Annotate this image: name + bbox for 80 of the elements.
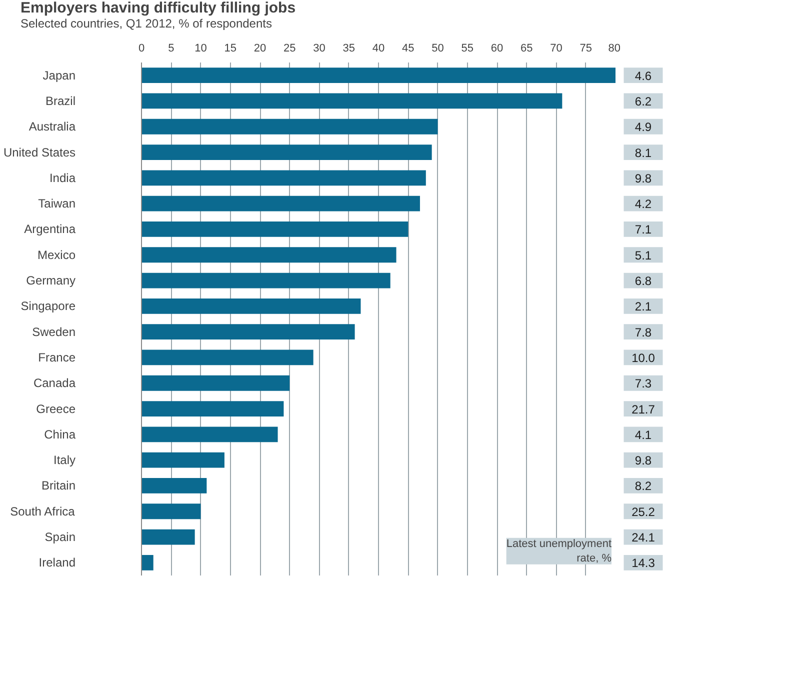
text: 2.1	[634, 300, 652, 314]
text: 9.8	[634, 454, 652, 468]
x-tick-label: 80	[608, 42, 621, 54]
bar	[142, 298, 361, 314]
y-tick-label: South Africa	[10, 504, 76, 518]
x-tick-label: 65	[520, 42, 533, 54]
y-tick-label: Ireland	[38, 556, 76, 570]
text: 5.1	[634, 248, 652, 262]
bar	[142, 222, 408, 237]
y-tick-label: Argentina	[24, 222, 76, 236]
y-tick-label: China	[44, 427, 76, 442]
x-tick-label: 35	[342, 42, 356, 54]
y-tick-label: Spain	[44, 530, 76, 544]
bar	[142, 401, 284, 416]
bar	[142, 93, 562, 109]
bar	[142, 504, 201, 520]
bar	[142, 118, 438, 134]
text: 25.2	[632, 504, 656, 519]
text: 7.1	[634, 222, 652, 237]
bar	[142, 426, 278, 442]
y-tick-label: Canada	[33, 376, 76, 390]
x-tick-label: 25	[284, 42, 296, 54]
x-tick-label: 0	[138, 42, 145, 54]
chart-subtitle: Selected countries, Q1 2012, % of respondents	[20, 16, 272, 30]
x-tick-label: 30	[313, 42, 326, 54]
bar	[142, 375, 290, 391]
annotation: Latest unemployment rate, %	[506, 538, 612, 564]
text: 4.2	[634, 197, 652, 212]
text: 7.3	[634, 376, 652, 391]
bar	[142, 272, 390, 288]
y-tick-label: Mexico	[37, 248, 76, 262]
bar	[142, 144, 432, 160]
y-tick-label: India	[49, 170, 76, 185]
bar	[142, 68, 616, 84]
text: 4.6	[634, 68, 652, 83]
y-tick-label: Brazil	[45, 94, 76, 108]
x-tick-label: 5	[168, 42, 174, 54]
bar	[142, 196, 420, 212]
x-tick-label: 50	[432, 42, 444, 54]
text: 9.8	[634, 171, 652, 186]
bar	[142, 324, 355, 340]
x-tick-label: 60	[490, 42, 504, 54]
text: 10.0	[632, 350, 656, 365]
text: 6.8	[634, 274, 652, 288]
x-tick-label: 55	[461, 42, 474, 54]
y-tick-label: Greece	[36, 402, 76, 416]
chart-title: Employers having difficulty filling jobs	[20, 0, 296, 16]
y-tick-label: Japan	[42, 68, 76, 82]
text: 8.1	[634, 146, 652, 160]
bar	[142, 529, 195, 545]
text: 4.1	[634, 428, 652, 442]
bar	[142, 478, 207, 494]
text: 4.9	[634, 120, 652, 134]
y-tick-label: Germany	[26, 274, 76, 288]
text: 24.1	[632, 530, 656, 545]
text: 7.8	[634, 325, 652, 340]
x-tick-label: 70	[550, 42, 562, 54]
x-tick-label: 10	[194, 42, 207, 54]
text: 8.2	[634, 479, 652, 494]
y-tick-label: Italy	[53, 453, 76, 468]
bar	[142, 247, 396, 263]
bar	[142, 350, 314, 366]
y-tick-label: Taiwan	[38, 196, 76, 211]
y-tick-label: Britain	[41, 478, 76, 493]
y-tick-label: United States	[3, 145, 76, 160]
y-tick-label: France	[38, 350, 76, 364]
text: 14.3	[632, 556, 656, 570]
x-tick-label: 40	[372, 42, 385, 54]
x-tick-label: 45	[402, 42, 414, 54]
x-tick-label: 20	[254, 42, 266, 54]
x-tick-label: 15	[224, 42, 237, 54]
bar	[142, 554, 154, 570]
text: 6.2	[634, 94, 652, 108]
text: 21.7	[632, 402, 656, 416]
y-tick-label: Singapore	[20, 299, 76, 314]
y-tick-label: Australia	[28, 120, 76, 134]
bar	[142, 170, 426, 186]
y-tick-label: Sweden	[32, 324, 76, 339]
x-tick-label: 75	[580, 42, 592, 54]
bar	[142, 452, 224, 468]
